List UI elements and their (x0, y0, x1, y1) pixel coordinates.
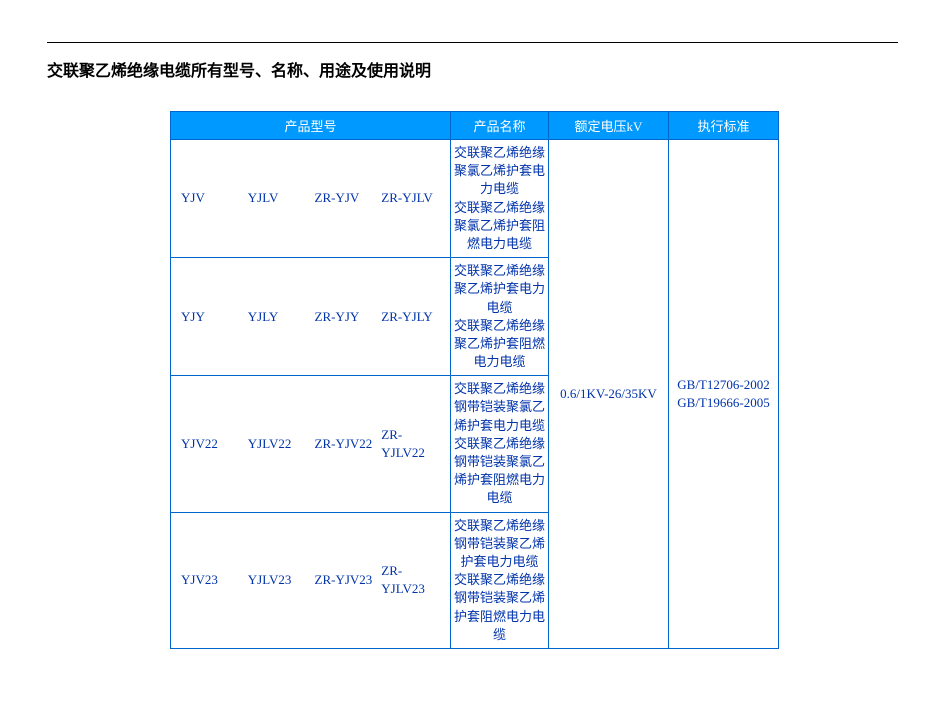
standard-cell: GB/T12706-2002GB/T19666-2005 (669, 140, 779, 649)
model-item: ZR-YJLV (377, 189, 444, 207)
model-item: YJV (177, 189, 244, 207)
model-item: YJV22 (177, 435, 244, 453)
model-item: ZR-YJLY (377, 308, 444, 326)
top-rule (47, 42, 898, 43)
model-cell: YJV23 YJLV23 ZR-YJV23 ZR-YJLV23 (171, 512, 451, 648)
model-item: ZR-YJV23 (311, 571, 378, 589)
table-container: 产品型号 产品名称 额定电压kV 执行标准 YJV YJLV ZR-YJV ZR… (170, 111, 945, 649)
cable-spec-table: 产品型号 产品名称 额定电压kV 执行标准 YJV YJLV ZR-YJV ZR… (170, 111, 779, 649)
model-item: YJLV (244, 189, 311, 207)
model-item: YJV23 (177, 571, 244, 589)
header-voltage: 额定电压kV (549, 112, 669, 140)
model-cell: YJV YJLV ZR-YJV ZR-YJLV (171, 140, 451, 258)
header-model: 产品型号 (171, 112, 451, 140)
model-cell: YJY YJLY ZR-YJY ZR-YJLY (171, 258, 451, 376)
header-name: 产品名称 (451, 112, 549, 140)
model-item: YJY (177, 308, 244, 326)
voltage-cell: 0.6/1KV-26/35KV (549, 140, 669, 649)
table-header-row: 产品型号 产品名称 额定电压kV 执行标准 (171, 112, 779, 140)
name-cell: 交联聚乙烯绝缘钢带铠装聚乙烯护套电力电缆交联聚乙烯绝缘钢带铠装聚乙烯护套阻燃电力… (451, 512, 549, 648)
model-item: ZR-YJV (311, 189, 378, 207)
table-row: YJV YJLV ZR-YJV ZR-YJLV 交联聚乙烯绝缘聚氯乙烯护套电力电… (171, 140, 779, 258)
name-cell: 交联聚乙烯绝缘聚乙烯护套电力电缆交联聚乙烯绝缘聚乙烯护套阻燃电力电缆 (451, 258, 549, 376)
model-cell: YJV22 YJLV22 ZR-YJV22 ZR-YJLV22 (171, 376, 451, 512)
model-item: YJLY (244, 308, 311, 326)
model-item: ZR-YJV22 (311, 435, 378, 453)
page-title: 交联聚乙烯绝缘电缆所有型号、名称、用途及使用说明 (47, 57, 945, 81)
model-item: ZR-YJLV22 (377, 426, 444, 462)
model-item: ZR-YJLV23 (377, 562, 444, 598)
model-item: ZR-YJY (311, 308, 378, 326)
header-standard: 执行标准 (669, 112, 779, 140)
name-cell: 交联聚乙烯绝缘聚氯乙烯护套电力电缆交联聚乙烯绝缘聚氯乙烯护套阻燃电力电缆 (451, 140, 549, 258)
model-item: YJLV23 (244, 571, 311, 589)
name-cell: 交联聚乙烯绝缘钢带铠装聚氯乙烯护套电力电缆交联聚乙烯绝缘钢带铠装聚氯乙烯护套阻燃… (451, 376, 549, 512)
model-item: YJLV22 (244, 435, 311, 453)
